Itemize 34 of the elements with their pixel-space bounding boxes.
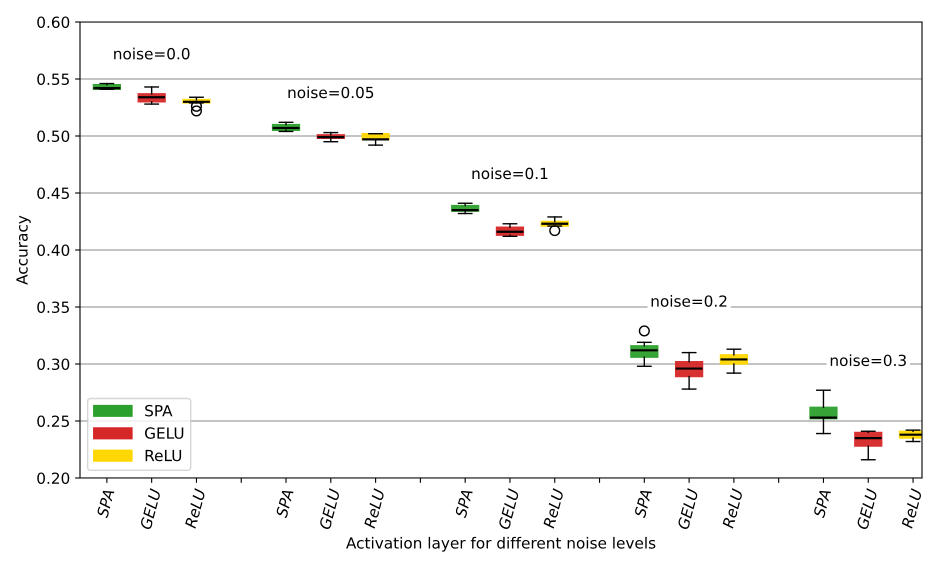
x-tick-label: ReLU xyxy=(901,488,922,529)
x-tick-label: GELU xyxy=(318,488,340,530)
y-tick-label: 0.25 xyxy=(37,415,69,428)
x-axis-title: Activation layer for different noise levels xyxy=(346,536,656,552)
y-tick-label: 0.35 xyxy=(37,301,69,314)
legend-label: GELU xyxy=(145,427,184,439)
x-tick-label: ReLU xyxy=(184,488,206,529)
x-tick-label: ReLU xyxy=(722,488,744,529)
y-axis-title: Accuracy xyxy=(16,216,31,285)
x-tick-label: SPA xyxy=(275,488,294,518)
y-tick-label: 0.40 xyxy=(37,244,70,256)
x-tick-label: ReLU xyxy=(364,488,385,529)
annotation: noise=0.2 xyxy=(652,295,726,307)
y-tick-label: 0.45 xyxy=(37,187,69,200)
x-tick-label: SPA xyxy=(96,488,115,518)
annotation: noise=0.05 xyxy=(288,86,374,98)
y-tick-label: 0.30 xyxy=(37,358,70,370)
annotation: noise=0.0 xyxy=(114,48,190,60)
x-tick-label: GELU xyxy=(856,488,878,530)
x-tick-label: ReLU xyxy=(543,488,564,529)
x-tick-label: GELU xyxy=(498,488,520,530)
y-tick-label: 0.50 xyxy=(37,130,70,142)
y-tick-label: 0.55 xyxy=(37,73,69,86)
x-tick-label: SPA xyxy=(634,488,652,518)
x-tick-label: SPA xyxy=(454,488,473,518)
annotation: noise=0.3 xyxy=(830,354,906,366)
x-tick-label: GELU xyxy=(677,488,699,530)
legend-label: SPA xyxy=(145,404,172,416)
x-tick-label: SPA xyxy=(812,488,832,518)
y-tick-label: 0.20 xyxy=(37,472,70,484)
annotation: noise=0.1 xyxy=(472,167,548,180)
x-tick-label: GELU xyxy=(140,488,162,530)
y-tick-label: 0.60 xyxy=(37,16,70,28)
legend-label: ReLU xyxy=(146,450,182,462)
